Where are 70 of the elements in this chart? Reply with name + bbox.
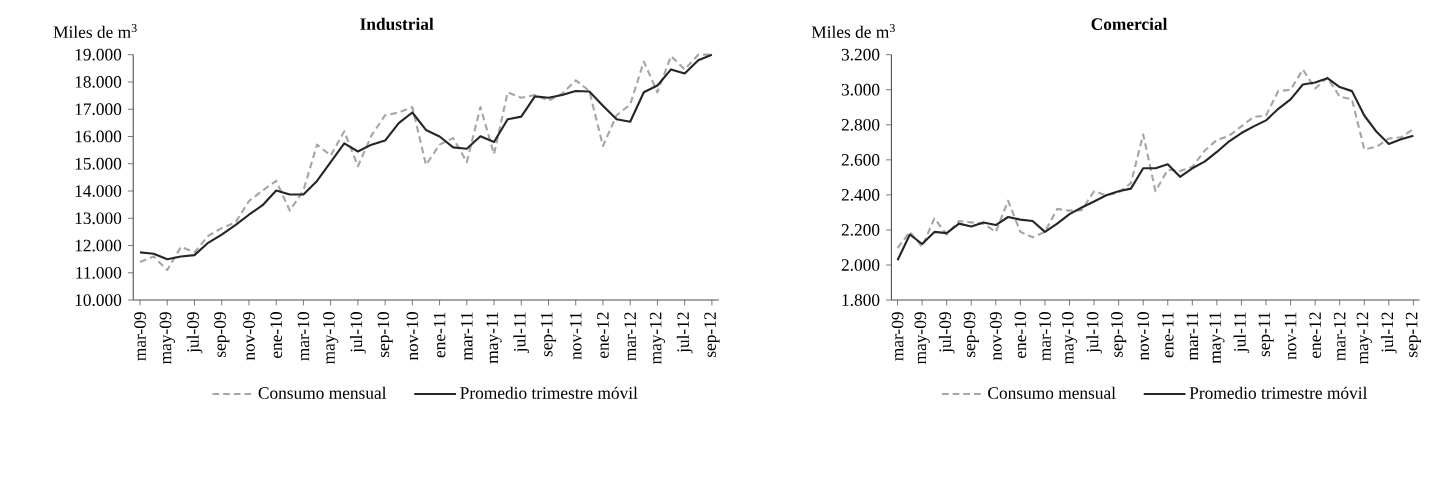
x-tick-label: mar-09 [891,312,904,361]
legend-label: Promedio trimestre móvil [460,386,638,399]
y-tick-label: 14.000 [75,185,122,198]
x-tick-label: nov-10 [406,312,419,361]
y-tick-label: 18.000 [75,76,122,88]
x-tick-label: jul-12 [676,312,693,354]
x-tick-label: nov-11 [569,312,582,360]
x-tick-label: may-12 [1356,312,1372,365]
legend-label: Consumo mensual [988,386,1116,399]
x-tick-label: mar-11 [461,312,473,361]
x-tick-label: mar-11 [1186,312,1199,361]
x-tick-label: mar-12 [624,312,637,361]
x-tick-label: nov-11 [1284,312,1297,360]
y-tick-label: 3.000 [841,83,880,96]
x-tick-label: jul-12 [1380,312,1397,354]
x-tick-label: ene-12 [597,312,609,359]
chart-title: Industrial [360,17,434,31]
y-axis-title: Miles de m$^{3}$ [53,24,137,39]
y-tick-label: 19.000 [75,48,122,61]
x-tick-label: jul-11 [1233,312,1250,353]
y-tick-label: 15.000 [75,157,122,170]
x-tick-label: may-11 [1209,312,1225,364]
x-tick-label: nov-09 [989,312,1002,361]
x-tick-label: ene-11 [1161,312,1174,358]
x-tick-label: may-10 [1061,312,1078,365]
y-tick-label: 10.000 [75,294,122,307]
x-tick-label: jul-09 [938,312,955,354]
x-tick-label: mar-09 [134,312,146,361]
x-tick-label: sep-10 [377,312,393,358]
x-tick-label: jul-11 [513,312,530,353]
x-tick-label: may-09 [159,312,175,365]
y-tick-label: 2.600 [841,154,880,166]
y-tick-label: 2.000 [841,259,880,272]
x-tick-label: may-12 [649,312,666,365]
legend-label: Promedio trimestre móvil [1189,386,1368,399]
x-tick-label: sep-11 [540,312,557,357]
x-tick-label: ene-10 [1014,312,1027,359]
y-tick-label: 2.200 [841,224,880,236]
x-tick-label: jul-09 [186,312,203,354]
x-tick-label: jul-10 [350,312,366,354]
x-tick-label: may-11 [486,312,502,364]
y-tick-label: 1.800 [842,294,880,307]
y-tick-label: 13.000 [75,212,122,225]
y-tick-label: 11.000 [76,267,122,279]
x-tick-label: ene-12 [1309,312,1321,359]
x-tick-label: sep-12 [704,312,720,358]
x-tick-label: sep-10 [1111,312,1127,358]
y-tick-label: 16.000 [75,130,122,143]
y-tick-label: 12.000 [75,239,122,252]
x-tick-label: nov-10 [1137,312,1150,361]
x-tick-label: sep-11 [1258,312,1274,357]
chart-title: Comercial [1091,17,1168,31]
y-tick-label: 3.200 [841,48,880,61]
x-tick-label: mar-10 [1039,312,1051,361]
x-tick-label: ene-10 [270,312,283,359]
y-axis-title: Miles de m$^{3}$ [811,24,895,39]
x-tick-label: mar-12 [1333,312,1346,361]
legend-label: Consumo mensual [258,386,387,399]
y-tick-label: 2.400 [841,189,880,201]
y-tick-label: 17.000 [75,103,122,116]
x-tick-label: jul-10 [1086,312,1102,354]
x-tick-label: ene-11 [433,312,446,358]
y-tick-label: 2.800 [841,119,880,131]
x-tick-label: sep-09 [214,312,230,358]
x-tick-label: mar-10 [297,312,310,361]
x-tick-label: may-09 [914,312,930,365]
x-tick-label: sep-12 [1405,312,1421,358]
x-tick-label: sep-09 [963,312,979,358]
x-tick-label: may-10 [323,312,339,365]
x-tick-label: nov-09 [243,312,255,361]
